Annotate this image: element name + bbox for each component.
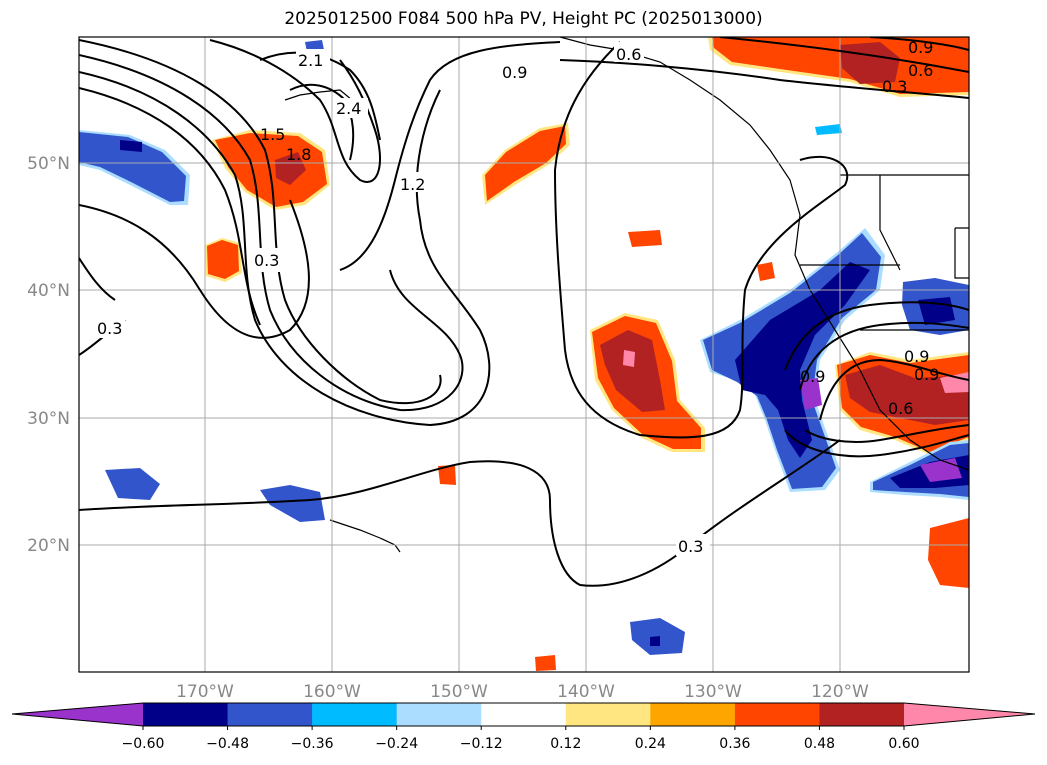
colorbar-segment: [227, 703, 313, 726]
colorbar-tick-label: 0.36: [719, 736, 750, 752]
contour-label: 0.3: [254, 251, 279, 270]
lon-label: 140°W: [557, 682, 615, 702]
colorbar-segment: [819, 703, 905, 726]
contour-label: 0.3: [678, 537, 703, 556]
lat-label: 40°N: [27, 281, 70, 301]
contour-label: 0.6: [888, 399, 913, 418]
lat-label: 30°N: [27, 409, 70, 429]
lat-label: 50°N: [27, 154, 70, 174]
lon-label: 160°W: [303, 682, 361, 702]
contour-label: 1.2: [400, 175, 425, 194]
map-title: 2025012500 F084 500 hPa PV, Height PC (2…: [284, 9, 763, 29]
contour-label: 0.9: [800, 367, 825, 386]
colorbar-segment: [481, 703, 567, 726]
colorbar-segment: [565, 703, 651, 726]
colorbar-extend-left: [12, 703, 143, 726]
contour-label: 1.5: [260, 125, 285, 144]
pv-shading: [79, 37, 969, 671]
contour-labels: 2.1 2.4 0.9 0.6 0.9 0.6 0.3 1.5 1.8 1.2 …: [95, 38, 939, 556]
contour-label: 0.9: [908, 38, 933, 57]
colorbar-segment: [396, 703, 482, 726]
lon-label: 120°W: [811, 682, 869, 702]
contour-label: 0.9: [914, 365, 939, 384]
colorbar-tick-label: 0.24: [635, 736, 666, 752]
contour-label: 0.6: [908, 61, 933, 80]
lat-label: 20°N: [27, 536, 70, 556]
colorbar-segment: [650, 703, 736, 726]
contour-label: 0.3: [97, 319, 122, 338]
colorbar: −0.60 −0.48 −0.36 −0.24 −0.12 0.12 0.24 0.36 0.4…: [11, 702, 1036, 752]
colorbar-tick-label: 0.12: [550, 736, 581, 752]
contour-label: 0.3: [882, 77, 907, 96]
longitude-labels: 170°W 160°W 150°W 140°W 130°W 120°W: [176, 682, 869, 702]
colorbar-segment: [312, 703, 398, 726]
lon-label: 170°W: [176, 682, 234, 702]
colorbar-tick-label: 0.48: [804, 736, 835, 752]
lon-label: 130°W: [684, 682, 742, 702]
contour-label: 1.8: [286, 145, 311, 164]
contour-label: 0.6: [616, 45, 641, 64]
colorbar-tick-label: −0.12: [460, 736, 503, 752]
graticule: [79, 37, 969, 672]
map-frame: [78, 36, 970, 673]
colorbar-segment: [143, 703, 229, 726]
contour-label: 2.4: [336, 99, 361, 118]
colorbar-extend-right: [904, 703, 1035, 726]
colorbar-tick-label: −0.60: [122, 736, 165, 752]
colorbar-tick-label: −0.48: [206, 736, 249, 752]
coastlines: [284, 37, 969, 553]
contour-label: 0.9: [502, 63, 527, 82]
colorbar-tick-label: −0.36: [291, 736, 334, 752]
colorbar-segment: [734, 703, 820, 726]
contour-label: 2.1: [298, 51, 323, 70]
latitude-labels: 50°N 40°N 30°N 20°N: [27, 154, 70, 556]
lon-label: 150°W: [430, 682, 488, 702]
colorbar-tick-label: 0.60: [888, 736, 919, 752]
colorbar-tick-label: −0.24: [375, 736, 418, 752]
contour-label: 0.9: [904, 347, 929, 366]
